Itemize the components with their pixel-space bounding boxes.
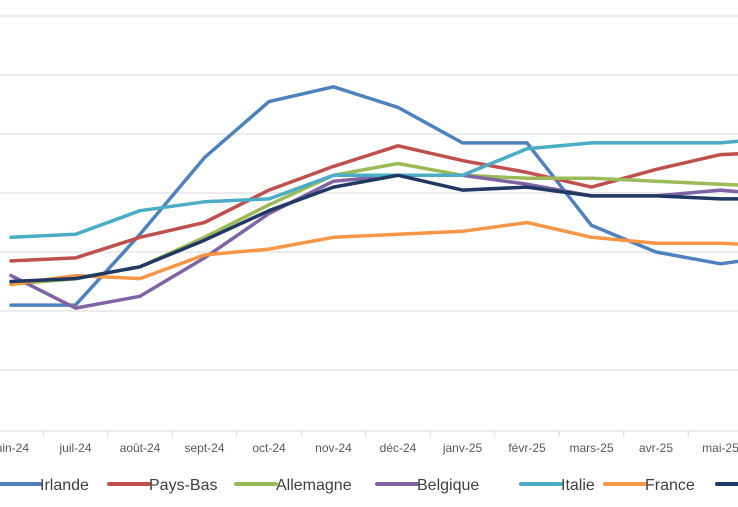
x-tick-label: juin-24: [0, 441, 29, 455]
series-line-irlande: [9, 85, 738, 307]
legend-label: France: [645, 477, 695, 494]
legend-label: Italie: [561, 477, 595, 494]
x-tick-label: mars-25: [569, 441, 613, 455]
gridlines: [0, 15, 738, 371]
series-line-allemagne: [9, 161, 738, 287]
x-tick-label: avr-25: [639, 441, 673, 455]
legend: Irlande Pays-Bas Allemagne Belgique Italie Fr…: [0, 477, 738, 494]
legend-label: Belgique: [417, 477, 479, 494]
legend-label: Pays-Bas: [149, 477, 217, 494]
legend-label: Allemagne: [276, 477, 352, 494]
x-tick-label: sept-24: [184, 441, 224, 455]
x-tick-label: févr-25: [508, 441, 546, 455]
legend-label: Irlande: [40, 477, 89, 494]
x-tick-label: déc-24: [380, 441, 417, 455]
x-tick-label: nov-24: [315, 441, 352, 455]
series-line-pays-bas: [9, 144, 738, 263]
x-tick-label: janv-25: [442, 441, 483, 455]
x-tick-label: août-24: [120, 441, 161, 455]
series-line-series-7: [9, 173, 738, 284]
x-tick-label: mai-25: [702, 441, 738, 455]
x-tick-label: oct-24: [252, 441, 286, 455]
x-tick-label: juil-24: [58, 441, 91, 455]
series-line-france: [9, 220, 738, 287]
series-lines: [9, 85, 738, 310]
x-axis-ticks: juin-24 juil-24 août-24 sept-24 oct-24 nov-24…: [0, 431, 738, 455]
